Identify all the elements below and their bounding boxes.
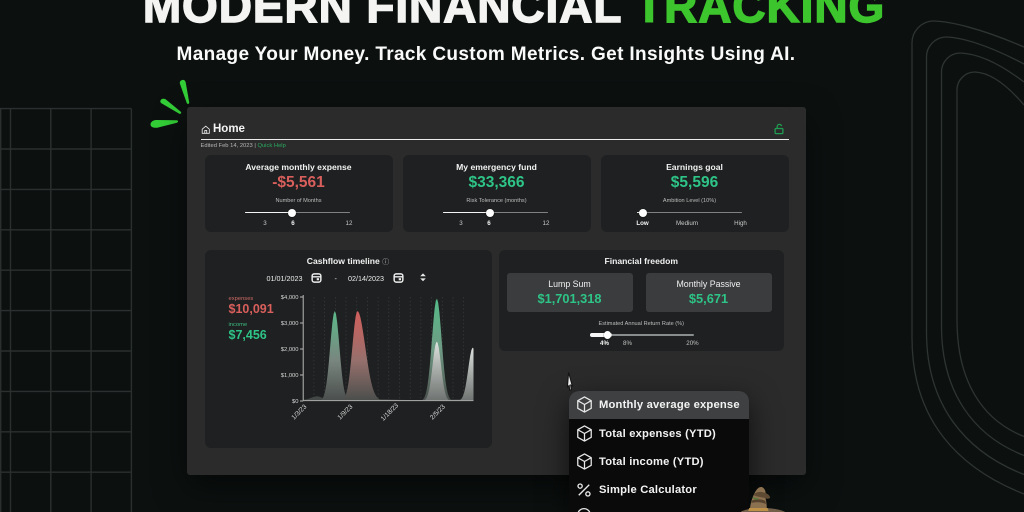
svg-text:$2,000: $2,000: [280, 347, 298, 353]
svg-text:1/18/23: 1/18/23: [379, 402, 400, 423]
svg-text:$0: $0: [292, 399, 298, 405]
svg-text:1/3/23: 1/3/23: [290, 403, 308, 421]
svg-text:2/5/23: 2/5/23: [428, 403, 446, 421]
svg-text:$1,000: $1,000: [280, 373, 298, 379]
svg-text:1/9/23: 1/9/23: [336, 403, 354, 421]
svg-text:$4,000: $4,000: [280, 295, 298, 301]
svg-text:$3,000: $3,000: [280, 321, 298, 327]
